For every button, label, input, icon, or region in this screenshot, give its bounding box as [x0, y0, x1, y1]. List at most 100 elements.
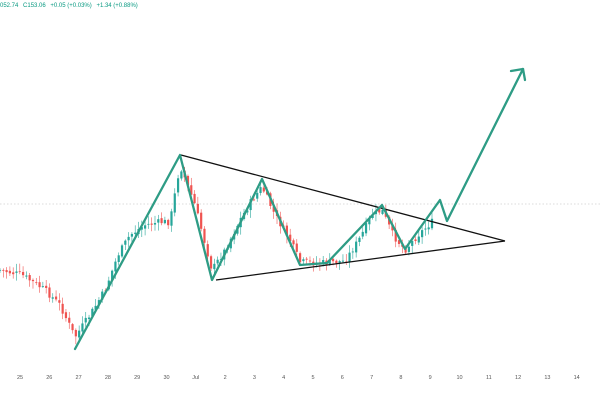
candle: [414, 236, 417, 245]
candle: [64, 308, 68, 322]
zigzag-path: [73, 67, 525, 351]
candle-body: [61, 303, 64, 314]
candle-body: [302, 259, 305, 262]
candle-body: [140, 227, 143, 230]
candle: [427, 221, 430, 235]
candle: [193, 190, 196, 205]
x-tick-label: 12: [515, 375, 521, 381]
candle: [157, 214, 160, 231]
candle-body: [216, 259, 219, 264]
candle-body: [31, 279, 35, 282]
candle-body: [378, 208, 381, 213]
candle: [358, 236, 361, 247]
candle-body: [338, 261, 341, 264]
candle: [117, 252, 120, 266]
candle: [0, 268, 2, 273]
candle-body: [157, 219, 160, 223]
candle-body: [130, 233, 134, 237]
ohlc-header: 052.74 C153.06 +0.05 (+0.03%) +1.34 (+0.…: [0, 3, 141, 9]
x-tick-label: 9: [429, 375, 432, 381]
candle: [200, 209, 203, 232]
candle: [74, 328, 77, 345]
candle-body: [163, 219, 166, 224]
candle: [170, 208, 173, 232]
candle-body: [114, 261, 117, 272]
candle-body: [0, 269, 2, 271]
x-tick-label: 3: [253, 375, 256, 381]
x-tick-label: Jul: [192, 375, 199, 381]
x-tick-label: 4: [282, 375, 285, 381]
x-tick-label: 11: [486, 375, 492, 381]
candle-body: [200, 212, 203, 229]
candle-body: [358, 237, 361, 242]
candle: [381, 208, 384, 216]
candle-body: [196, 203, 199, 214]
candle: [58, 293, 61, 311]
candle-body: [5, 270, 8, 273]
triangle-pattern: [180, 154, 506, 281]
candle-body: [8, 270, 11, 274]
candle: [120, 243, 124, 258]
candle-body: [41, 286, 44, 287]
candle-body: [414, 239, 417, 242]
candle: [84, 311, 87, 329]
ohlc-day-change-value: +1.34 (+0.88%): [96, 3, 138, 9]
x-tick-label: 5: [311, 375, 314, 381]
candle: [302, 257, 305, 265]
candle-body: [120, 245, 124, 257]
candle: [394, 222, 397, 248]
candle: [38, 275, 41, 293]
x-tick-label: 27: [76, 375, 82, 381]
candle-body: [111, 270, 114, 281]
candle-body: [2, 269, 5, 271]
candle-body: [430, 218, 434, 229]
candle: [173, 188, 176, 217]
x-tick-label: 8: [399, 375, 402, 381]
candle-body: [298, 253, 302, 263]
candle: [71, 323, 74, 334]
candle-body: [54, 296, 58, 300]
candle: [163, 216, 166, 225]
candle: [21, 266, 25, 279]
candle: [305, 257, 308, 264]
candle: [203, 226, 206, 249]
time-axis[interactable]: 25 26 27 28 29 30 Jul 2 3 4 5 6 7 8 9 10 11 12 13 14: [17, 375, 580, 381]
candle: [351, 247, 354, 259]
candle-body: [252, 199, 256, 201]
candle-body: [144, 225, 147, 229]
x-tick-label: 6: [341, 375, 344, 381]
candle-body: [246, 210, 249, 213]
candle-body: [78, 330, 81, 338]
candle-body: [173, 193, 176, 213]
projection-path: [73, 67, 527, 351]
candle: [153, 215, 157, 231]
candle-body: [51, 297, 54, 299]
x-tick-label: 7: [370, 375, 373, 381]
candle-body: [68, 317, 71, 323]
candle-body: [193, 193, 196, 204]
x-tick-label: 2: [224, 375, 227, 381]
candle: [391, 218, 394, 237]
candle: [216, 256, 219, 266]
candle: [190, 177, 193, 197]
candle-body: [411, 240, 414, 246]
candle-body: [150, 223, 153, 225]
candle: [196, 196, 199, 215]
candle: [160, 212, 163, 226]
candle-body: [424, 228, 427, 230]
candle-body: [117, 255, 120, 263]
candle-body: [404, 247, 407, 253]
candle-body: [81, 323, 84, 332]
candle-body: [209, 256, 213, 269]
candle-body: [355, 241, 358, 253]
triangle-lower-trendline: [215, 240, 506, 281]
x-tick-label: 26: [46, 375, 52, 381]
candle-body: [328, 259, 331, 265]
candle-body: [15, 271, 18, 273]
candle-body: [249, 199, 252, 211]
candle: [348, 245, 351, 268]
candle-body: [147, 223, 150, 225]
candle: [8, 266, 11, 276]
